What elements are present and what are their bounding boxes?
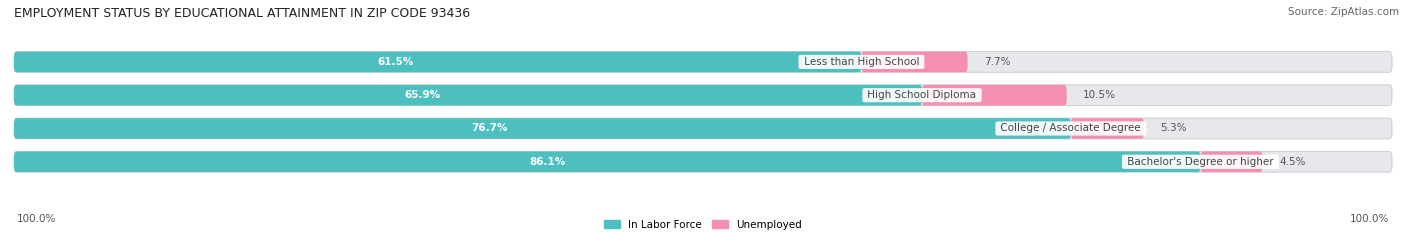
FancyBboxPatch shape bbox=[1071, 118, 1144, 139]
FancyBboxPatch shape bbox=[1201, 151, 1263, 172]
Text: 5.3%: 5.3% bbox=[1160, 123, 1187, 134]
Text: Less than High School: Less than High School bbox=[800, 57, 922, 67]
FancyBboxPatch shape bbox=[14, 151, 1201, 172]
Text: 61.5%: 61.5% bbox=[377, 57, 413, 67]
Text: Bachelor's Degree or higher: Bachelor's Degree or higher bbox=[1123, 157, 1277, 167]
Text: 86.1%: 86.1% bbox=[530, 157, 567, 167]
FancyBboxPatch shape bbox=[14, 118, 1392, 139]
Text: 100.0%: 100.0% bbox=[17, 214, 56, 224]
Text: 65.9%: 65.9% bbox=[405, 90, 440, 100]
FancyBboxPatch shape bbox=[14, 85, 1392, 106]
Text: College / Associate Degree: College / Associate Degree bbox=[997, 123, 1144, 134]
Text: 7.7%: 7.7% bbox=[984, 57, 1011, 67]
FancyBboxPatch shape bbox=[14, 151, 1392, 172]
FancyBboxPatch shape bbox=[14, 51, 862, 72]
Text: 76.7%: 76.7% bbox=[471, 123, 508, 134]
FancyBboxPatch shape bbox=[14, 85, 922, 106]
Text: 10.5%: 10.5% bbox=[1083, 90, 1116, 100]
Text: 100.0%: 100.0% bbox=[1350, 214, 1389, 224]
Text: 4.5%: 4.5% bbox=[1279, 157, 1305, 167]
Text: EMPLOYMENT STATUS BY EDUCATIONAL ATTAINMENT IN ZIP CODE 93436: EMPLOYMENT STATUS BY EDUCATIONAL ATTAINM… bbox=[14, 7, 470, 20]
Legend: In Labor Force, Unemployed: In Labor Force, Unemployed bbox=[605, 220, 801, 230]
Text: High School Diploma: High School Diploma bbox=[865, 90, 980, 100]
FancyBboxPatch shape bbox=[14, 51, 1392, 72]
FancyBboxPatch shape bbox=[922, 85, 1067, 106]
FancyBboxPatch shape bbox=[14, 118, 1071, 139]
Text: Source: ZipAtlas.com: Source: ZipAtlas.com bbox=[1288, 7, 1399, 17]
FancyBboxPatch shape bbox=[862, 51, 967, 72]
